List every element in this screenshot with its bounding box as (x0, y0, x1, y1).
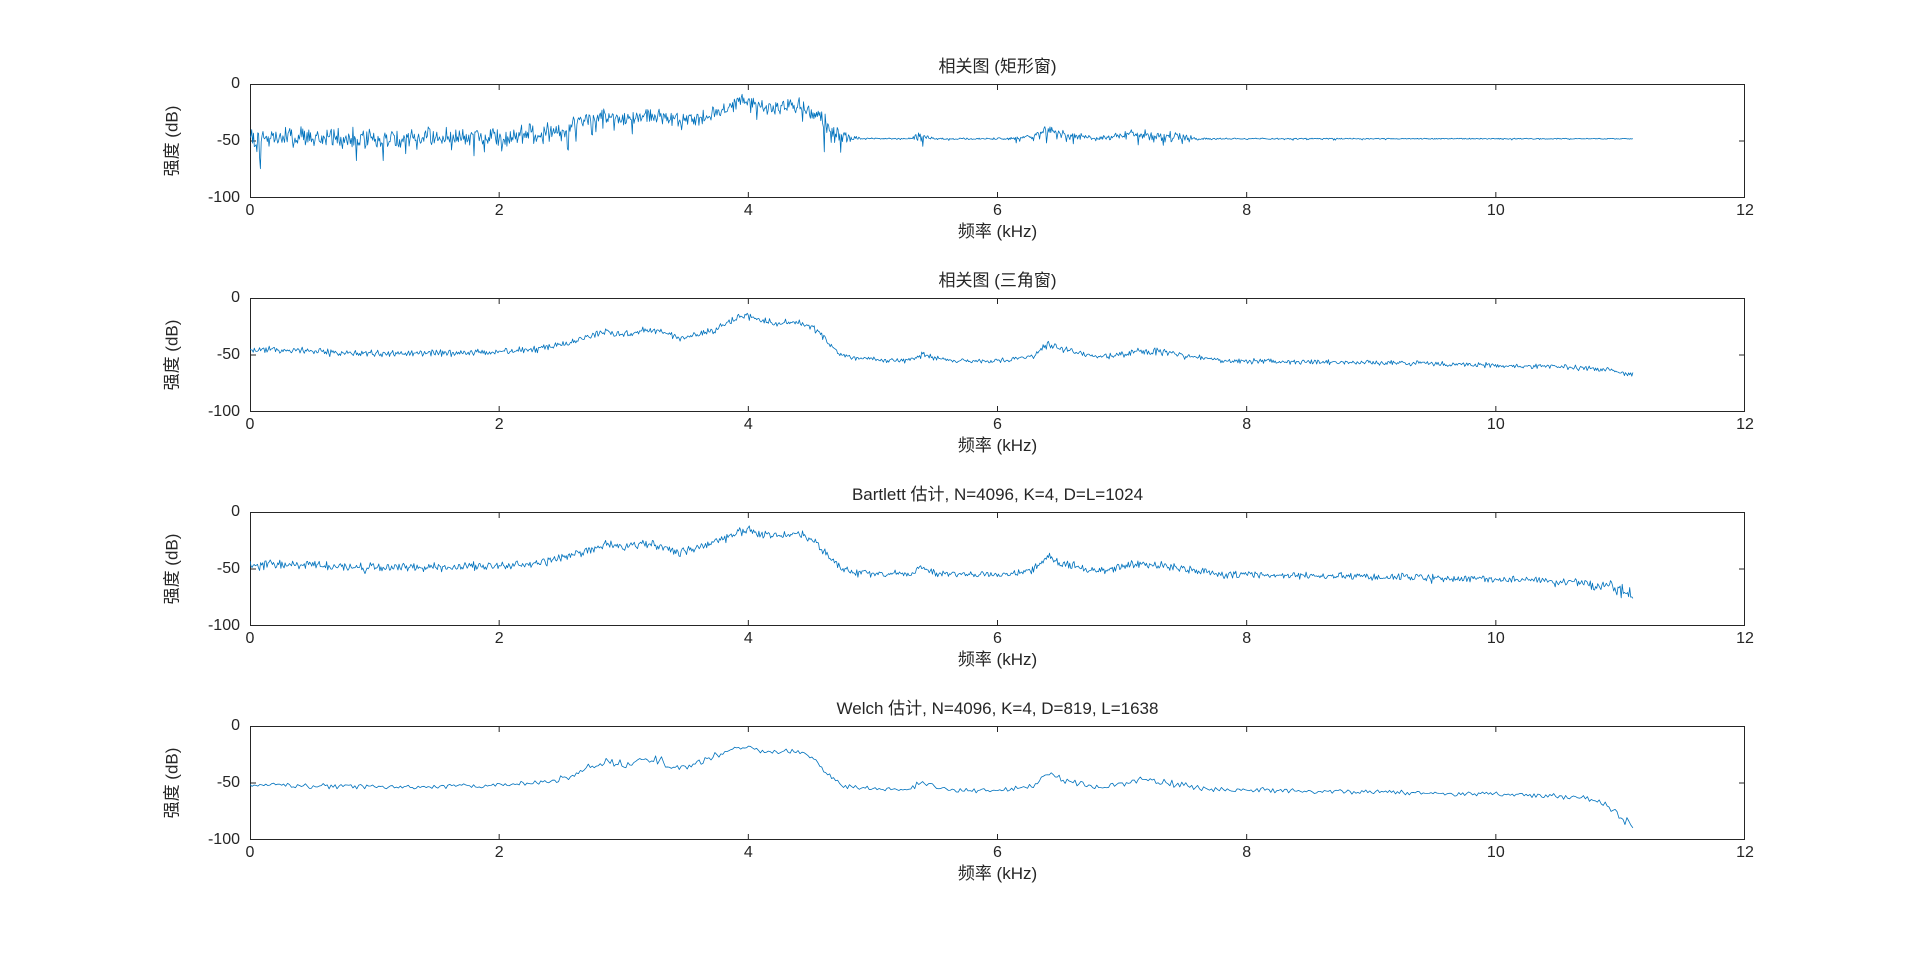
x-tick-label: 4 (743, 202, 753, 219)
x-tick-label: 8 (1242, 202, 1252, 219)
x-tick-label: 6 (993, 844, 1002, 861)
subplot-welch: Welch 估计, N=4096, K=4, D=819, L=1638 强度 … (0, 696, 1920, 908)
chart-title: Bartlett 估计, N=4096, K=4, D=L=1024 (851, 485, 1144, 504)
plot-area (250, 726, 1745, 840)
x-tick-label: 12 (1736, 844, 1754, 861)
x-tick-label: 12 (1736, 630, 1754, 647)
x-tick-label: 6 (993, 630, 1002, 647)
subplot-correlogram-rect: 相关图 (矩形窗) 强度 (dB) 0 -50 -100 0 2 4 6 8 10 12 频率 … (0, 54, 1920, 266)
plot-area (250, 298, 1745, 412)
x-tick-label: 8 (1242, 630, 1252, 647)
x-tick-label: 12 (1736, 416, 1754, 433)
spectrum-line (250, 745, 1634, 829)
y-tick-label: 0 (231, 75, 240, 92)
x-axis-label: 频率 (kHz) (957, 436, 1038, 455)
x-tick-label: 4 (743, 630, 753, 647)
x-tick-label: 0 (245, 416, 255, 433)
x-tick-label: 10 (1486, 416, 1505, 433)
plot-area (250, 84, 1745, 198)
x-tick-label: 2 (494, 202, 504, 219)
x-tick-label: 6 (993, 416, 1002, 433)
x-tick-label: 2 (494, 844, 504, 861)
x-axis-label: 频率 (kHz) (957, 864, 1038, 883)
x-axis-label: 频率 (kHz) (957, 650, 1038, 669)
x-tick-label: 8 (1242, 844, 1252, 861)
x-tick-label: 0 (245, 630, 255, 647)
x-tick-label: 8 (1242, 416, 1252, 433)
x-tick-label: 10 (1486, 202, 1505, 219)
axes-box (250, 298, 1745, 412)
x-tick-label: 4 (743, 844, 753, 861)
y-tick-label: -100 (207, 189, 240, 206)
chart-title: 相关图 (三角窗) (938, 271, 1057, 290)
y-tick-label: -50 (216, 560, 240, 577)
x-tick-label: 4 (743, 416, 753, 433)
y-tick-label: -50 (216, 346, 240, 363)
y-tick-label: 0 (231, 503, 240, 520)
y-tick-label: -100 (207, 617, 240, 634)
y-tick-label: -100 (207, 403, 240, 420)
x-tick-label: 2 (494, 630, 504, 647)
plot-area (250, 512, 1745, 626)
subplot-correlogram-tri: 相关图 (三角窗) 强度 (dB) 0 -50 -100 0 2 4 6 8 10 12 频率 … (0, 268, 1920, 480)
x-tick-label: 0 (245, 844, 255, 861)
y-tick-label: 0 (231, 289, 240, 306)
x-tick-label: 10 (1486, 844, 1505, 861)
x-tick-label: 2 (494, 416, 504, 433)
y-tick-label: 0 (231, 717, 240, 734)
spectrum-line (250, 93, 1633, 170)
x-tick-label: 10 (1486, 630, 1505, 647)
y-tick-label: -50 (216, 774, 240, 791)
subplot-bartlett: Bartlett 估计, N=4096, K=4, D=L=1024 强度 (d… (0, 482, 1920, 694)
x-tick-label: 12 (1736, 202, 1754, 219)
chart-title: 相关图 (矩形窗) (938, 57, 1057, 76)
spectrum-line (250, 312, 1634, 377)
x-tick-label: 6 (993, 202, 1002, 219)
y-tick-label: -100 (207, 831, 240, 848)
spectrum-line (250, 525, 1634, 599)
x-tick-label: 0 (245, 202, 255, 219)
chart-title: Welch 估计, N=4096, K=4, D=819, L=1638 (836, 699, 1159, 718)
y-tick-label: -50 (216, 132, 240, 149)
x-axis-label: 频率 (kHz) (957, 222, 1038, 241)
axes-box (250, 726, 1745, 840)
